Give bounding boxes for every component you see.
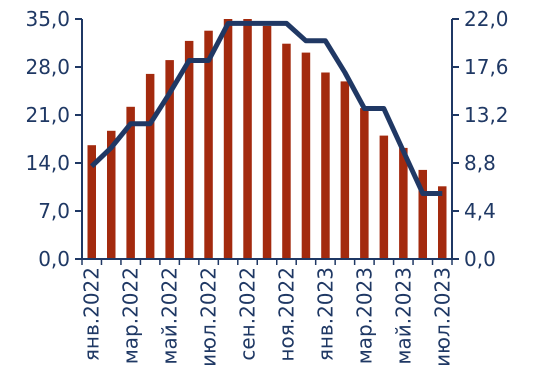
left-tick-label: 28,0 [25,55,70,79]
bar [243,19,252,259]
bar [184,40,194,260]
right-tick-label: 0,0 [464,247,496,271]
x-axis-ticks: янв.2022 мар.2022 май.2022 июл.2022 сен.2022… [80,259,454,367]
bar [145,73,155,260]
bar [107,130,116,259]
right-axis-ticks: 0,0 4,4 8,8 13,2 17,6 22,0 [452,7,509,271]
line-path [89,20,443,196]
bar [87,145,96,259]
bar [438,186,447,259]
x-tick-label: мар.2022 [119,267,143,364]
bar [301,52,311,259]
bar [321,72,330,259]
x-tick-label: янв.2023 [313,267,337,361]
x-tick-label: июл.2022 [197,267,221,367]
bar [223,19,233,259]
right-tick-label: 4,4 [464,199,496,223]
left-tick-label: 14,0 [25,151,70,175]
bar [165,60,174,259]
right-tick-label: 17,6 [464,55,509,79]
bar [282,43,291,260]
bar [418,169,427,259]
bar [340,81,350,260]
left-tick-label: 7,0 [38,199,70,223]
bar [126,106,135,259]
line-series [89,20,443,196]
x-tick-label: сен.2022 [236,267,260,361]
x-tick-label: май.2023 [391,267,415,365]
x-tick-label: май.2022 [158,267,182,365]
left-tick-label: 35,0 [25,7,70,31]
axes [81,19,453,260]
x-tick-label: мар.2023 [352,267,376,364]
right-tick-label: 22,0 [464,7,509,31]
bar [262,25,272,260]
bar [204,30,213,260]
x-tick-label: ноя.2022 [274,267,298,362]
right-tick-label: 8,8 [464,151,496,175]
x-tick-label: янв.2022 [80,267,104,361]
left-tick-label: 21,0 [25,103,70,127]
bar [399,147,408,259]
bar [379,135,389,259]
left-tick-label: 0,0 [38,247,70,271]
bar-series [87,19,447,260]
right-tick-label: 13,2 [464,103,509,127]
bar [360,108,369,259]
left-axis-ticks: 0,0 7,0 14,0 21,0 28,0 35,0 [25,7,82,271]
x-tick-label: июл.2023 [430,267,454,367]
